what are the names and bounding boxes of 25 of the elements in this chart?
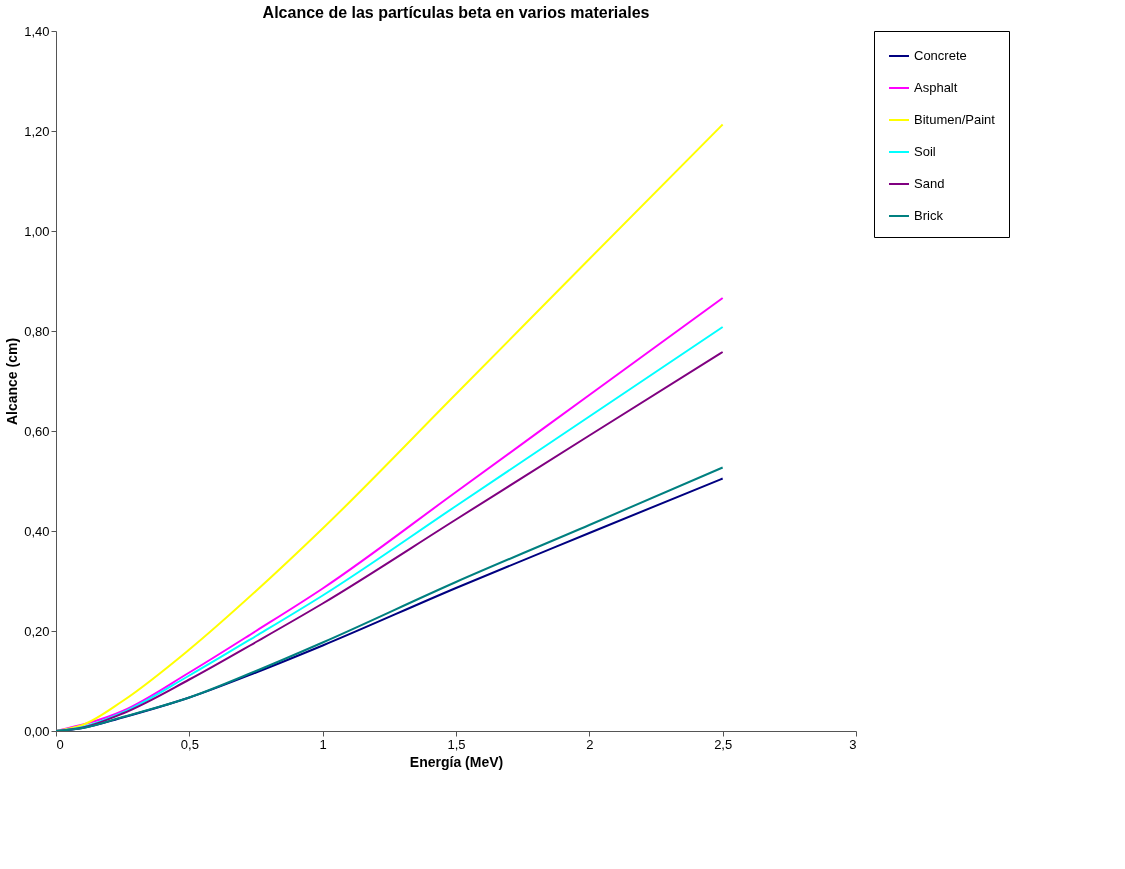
x-tick-label: 1 bbox=[319, 736, 327, 752]
y-tick-label: 0,80 bbox=[24, 323, 50, 339]
x-tick-label: 0,5 bbox=[180, 736, 199, 752]
y-tick-label: 1,00 bbox=[24, 223, 50, 239]
legend-label: Bitumen/Paint bbox=[914, 112, 996, 127]
y-tick-label: 1,20 bbox=[24, 123, 50, 139]
y-tick-label: 0,40 bbox=[24, 523, 50, 539]
legend-label: Asphalt bbox=[914, 80, 958, 95]
x-tick-label: 0 bbox=[56, 736, 64, 752]
x-tick-label: 3 bbox=[849, 736, 857, 752]
y-axis-title: Alcance (cm) bbox=[4, 337, 21, 426]
x-axis-title: Energía (MeV) bbox=[409, 753, 504, 770]
y-tick-label: 1,40 bbox=[24, 23, 50, 39]
y-tick-label: 0,20 bbox=[24, 623, 50, 639]
legend-label: Soil bbox=[914, 144, 936, 159]
x-tick-label: 1,5 bbox=[447, 736, 466, 752]
y-tick-label: 0,60 bbox=[24, 423, 50, 439]
legend-label: Brick bbox=[914, 208, 944, 223]
chart-title: Alcance de las partículas beta en varios materiales bbox=[262, 4, 650, 21]
legend-label: Sand bbox=[914, 176, 945, 191]
legend-label: Concrete bbox=[914, 48, 967, 63]
y-tick-label: 0,00 bbox=[24, 723, 50, 739]
line-series bbox=[56, 123, 724, 731]
x-tick-label: 2 bbox=[586, 736, 594, 752]
x-tick-label: 2,5 bbox=[714, 736, 733, 752]
